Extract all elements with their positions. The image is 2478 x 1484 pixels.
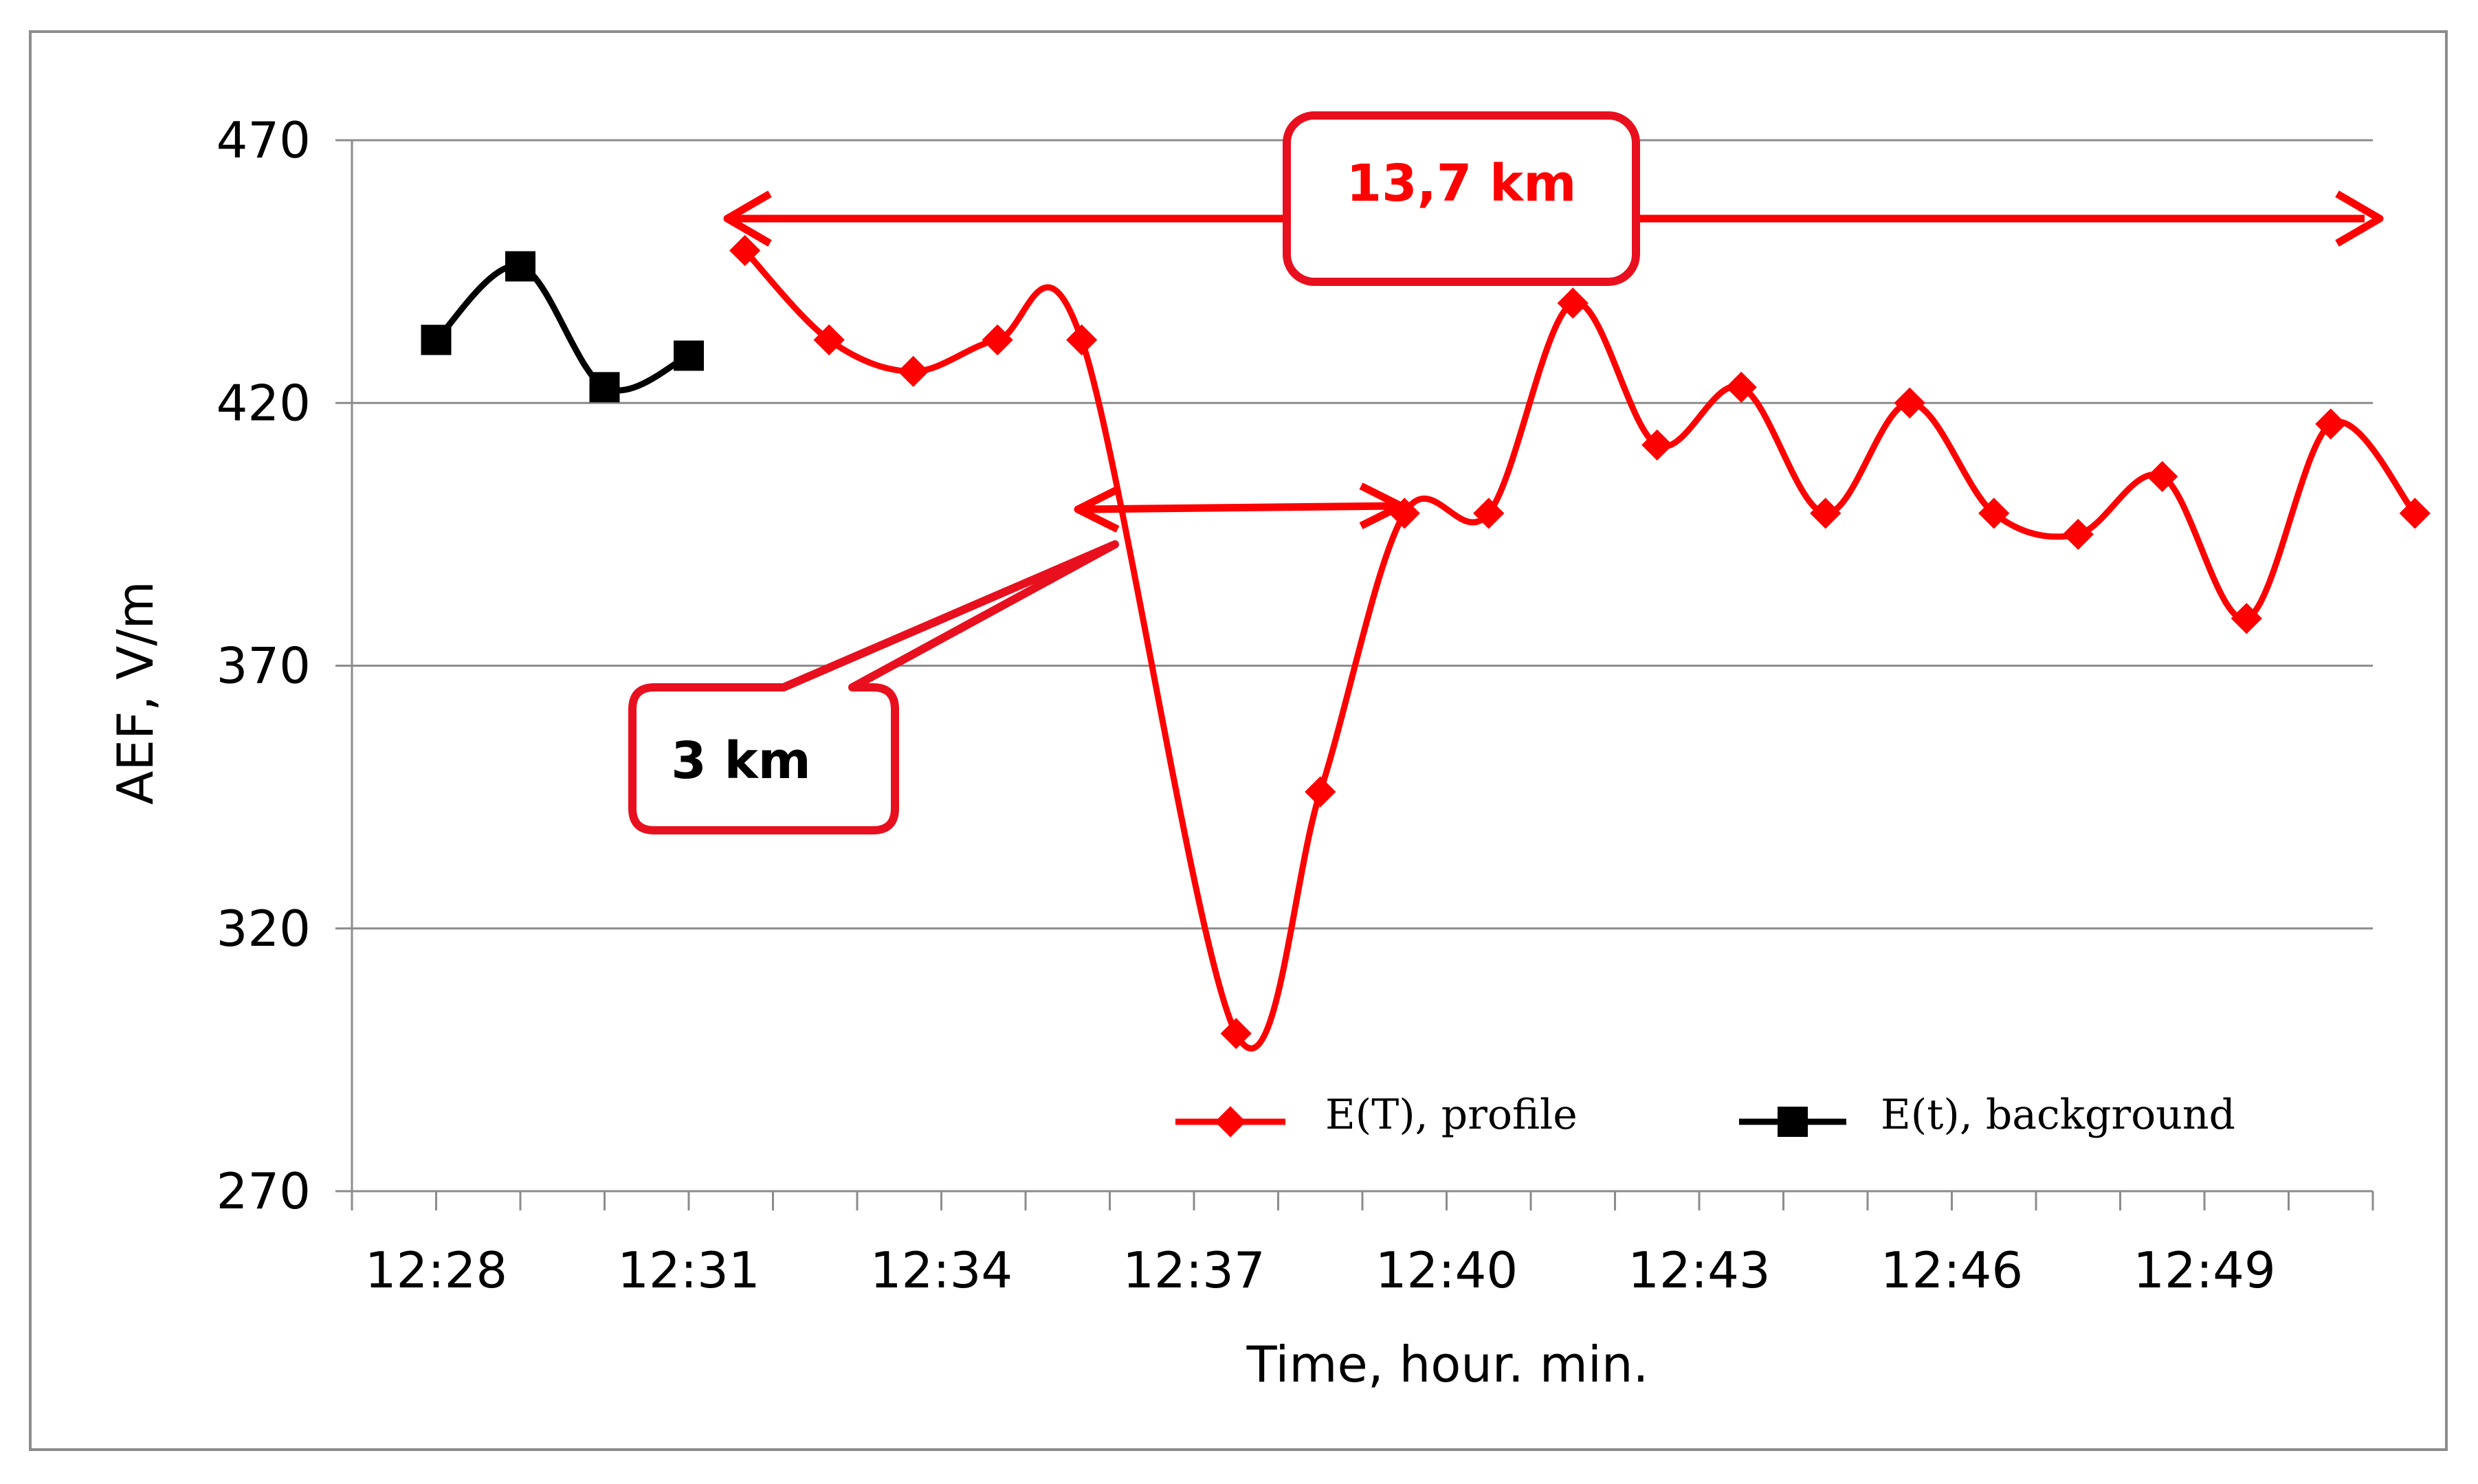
y-axis-label: AEF, V/m xyxy=(107,581,164,805)
arrow-head-right xyxy=(2335,190,2384,247)
data-point-background xyxy=(505,251,535,282)
x-tick-label: 12:46 xyxy=(1881,1241,2024,1299)
data-point-background xyxy=(674,340,704,371)
y-tick-label: 270 xyxy=(217,1162,311,1220)
x-tick-label: 12:40 xyxy=(1375,1241,1518,1299)
x-tick-label: 12:43 xyxy=(1628,1241,1771,1299)
data-point-profile xyxy=(1810,498,1841,529)
data-point-profile xyxy=(2399,498,2431,529)
legend-marker-square xyxy=(1778,1107,1808,1137)
x-tick-label: 12:34 xyxy=(870,1241,1013,1299)
marker-layer xyxy=(421,234,2431,1050)
data-point-profile xyxy=(2231,603,2262,634)
y-tick-label: 320 xyxy=(217,900,311,957)
data-point-background xyxy=(421,324,452,355)
data-point-profile xyxy=(1725,371,1757,403)
legend-label-background: E(t), background xyxy=(1881,1091,2235,1139)
data-point-background xyxy=(589,372,620,403)
data-point-profile xyxy=(1220,1018,1252,1050)
data-point-profile xyxy=(898,355,929,388)
x-tick-label: 12:31 xyxy=(617,1241,760,1299)
arrow-head-3km-left xyxy=(1074,486,1120,533)
legend: E(T), profile E(t), background xyxy=(1175,1091,2235,1139)
arrow-head-left xyxy=(723,190,772,247)
data-point-profile xyxy=(1305,776,1336,808)
data-point-profile xyxy=(2315,408,2347,440)
data-point-profile xyxy=(1641,429,1673,461)
annotation-layer: 13,7 km 3 km xyxy=(628,111,2384,834)
x-tick-label: 12:49 xyxy=(2133,1241,2276,1299)
annotation-label-3-km: 3 km xyxy=(671,731,811,790)
arrow-head-3km-right xyxy=(1359,483,1405,529)
annotation-callout-3-km xyxy=(628,540,1119,834)
chart-frame xyxy=(29,30,2448,1451)
axis-layer: 270 320 370 420 470 12:28 12:31 12:34 12:37 12:40… xyxy=(217,111,2374,1299)
legend-label-profile: E(T), profile xyxy=(1325,1091,1578,1139)
y-tick-label: 470 xyxy=(217,111,311,169)
legend-marker-diamond xyxy=(1215,1106,1246,1138)
data-point-profile xyxy=(1978,498,2010,529)
data-point-profile xyxy=(2147,461,2178,492)
data-point-profile xyxy=(2062,518,2094,551)
annotation-label-13-7-km: 13,7 km xyxy=(1347,154,1577,213)
x-axis-label: Time, hour. min. xyxy=(1246,1336,1649,1393)
series-line-background xyxy=(434,263,690,394)
x-tick-label: 12:28 xyxy=(365,1241,508,1299)
y-tick-label: 370 xyxy=(217,637,311,695)
data-point-profile xyxy=(1473,498,1505,529)
y-tick-label: 420 xyxy=(217,374,311,432)
data-point-profile xyxy=(1894,387,1925,419)
distance-arrow-3-km xyxy=(1080,502,1400,513)
annotation-box-13-7-km xyxy=(1283,111,1640,286)
x-tick-label: 12:37 xyxy=(1122,1241,1265,1299)
